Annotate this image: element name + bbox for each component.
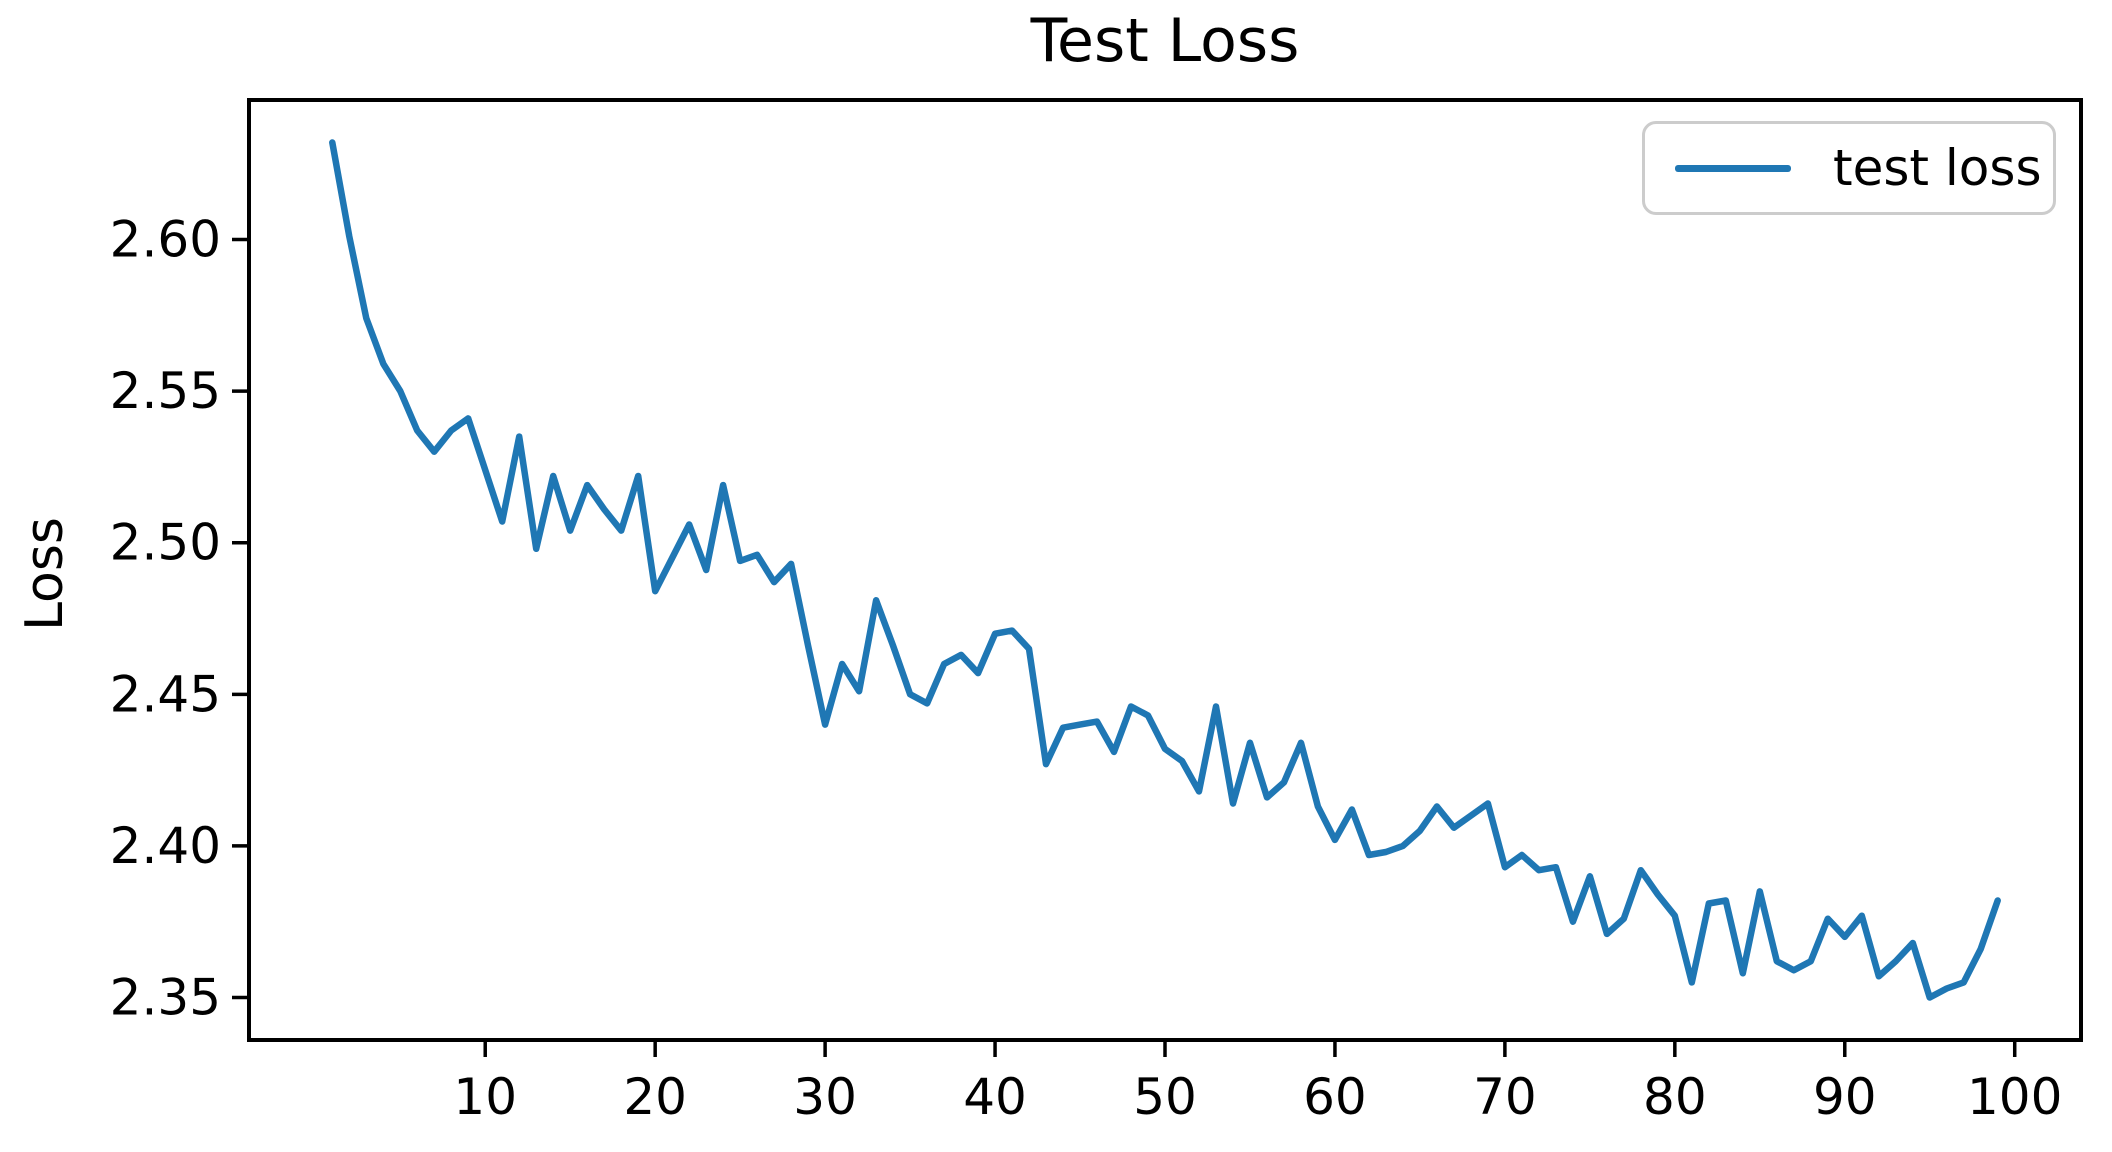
chart-title: Test Loss (1030, 6, 1300, 76)
x-axis-tick-labels: 10 20 30 40 50 60 70 80 90 100 (453, 1068, 2062, 1126)
x-tick-label: 70 (1473, 1068, 1537, 1126)
y-axis-tick-labels: 2.35 2.40 2.45 2.50 2.55 2.60 (110, 210, 221, 1026)
y-tick-label: 2.40 (110, 817, 221, 875)
y-tick-label: 2.35 (110, 969, 221, 1027)
x-tick-label: 50 (1133, 1068, 1197, 1126)
x-tick-label: 40 (963, 1068, 1027, 1126)
x-axis-ticks (483, 1040, 2017, 1057)
x-tick-label: 80 (1643, 1068, 1707, 1126)
axes-frame (247, 98, 2083, 1042)
y-tick-label: 2.45 (110, 665, 221, 723)
legend: test loss (1642, 121, 2056, 215)
legend-line-sample (1675, 164, 1791, 172)
x-tick-label: 100 (1967, 1068, 2062, 1126)
y-axis-ticks (232, 237, 249, 1000)
x-tick-label: 20 (623, 1068, 687, 1126)
y-tick-label: 2.60 (110, 210, 221, 268)
legend-label: test loss (1833, 139, 2042, 197)
y-tick-label: 2.50 (110, 514, 221, 572)
x-tick-label: 60 (1303, 1068, 1367, 1126)
y-tick-label: 2.55 (110, 362, 221, 420)
test-loss-line (329, 139, 2001, 1001)
x-tick-label: 30 (793, 1068, 857, 1126)
x-tick-label: 10 (453, 1068, 517, 1126)
x-tick-label: 90 (1813, 1068, 1877, 1126)
